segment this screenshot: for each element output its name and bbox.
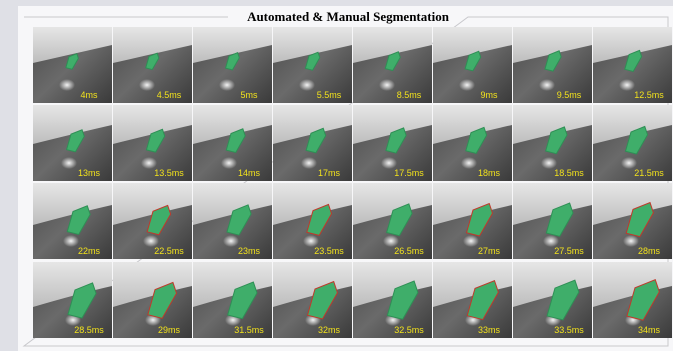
frame: 17.5ms xyxy=(353,105,432,181)
frame-time-label: 13ms xyxy=(78,168,101,178)
frame-time-label: 21.5ms xyxy=(634,168,664,178)
frame: 22.5ms xyxy=(113,183,192,259)
frame-time-label: 33ms xyxy=(478,325,501,335)
frame-glow xyxy=(221,157,237,169)
frame: 23.5ms xyxy=(273,183,352,259)
page: {"figure": {"title": "Automated & Manual… xyxy=(0,0,673,351)
figure: Automated & Manual Segmentation 4ms 4.5ms… xyxy=(0,0,673,351)
frame: 32ms xyxy=(273,262,352,338)
frame-glow xyxy=(459,79,475,91)
frame: 28ms xyxy=(593,183,672,259)
frame: 23ms xyxy=(193,183,272,259)
frame-time-label: 29ms xyxy=(158,325,181,335)
frame-time-label: 9ms xyxy=(480,90,498,100)
frame-time-label: 27.5ms xyxy=(554,246,584,256)
frame-time-label: 28.5ms xyxy=(74,325,104,335)
frame-glow xyxy=(63,235,79,247)
frame-time-label: 22ms xyxy=(78,246,101,256)
frame-time-label: 32.5ms xyxy=(394,325,424,335)
frame: 13.5ms xyxy=(113,105,192,181)
frame-glow xyxy=(59,79,75,91)
frame: 14ms xyxy=(193,105,272,181)
frame-glow xyxy=(379,79,395,91)
frame-glow xyxy=(461,157,477,169)
frame-glow xyxy=(623,235,639,247)
frame: 8.5ms xyxy=(353,27,432,103)
frame-time-label: 5ms xyxy=(240,90,258,100)
frame-time-label: 9.5ms xyxy=(557,90,582,100)
frame-time-label: 22.5ms xyxy=(154,246,184,256)
frame: 22ms xyxy=(33,183,112,259)
frame: 27ms xyxy=(433,183,512,259)
frame-glow xyxy=(61,157,77,169)
frame: 9.5ms xyxy=(513,27,592,103)
frame-time-label: 18.5ms xyxy=(554,168,584,178)
frame: 28.5ms xyxy=(33,262,112,338)
frame: 13ms xyxy=(33,105,112,181)
frame: 33.5ms xyxy=(513,262,592,338)
frame: 18ms xyxy=(433,105,512,181)
frame: 27.5ms xyxy=(513,183,592,259)
frame: 21.5ms xyxy=(593,105,672,181)
frame-time-label: 17ms xyxy=(318,168,341,178)
frame: 32.5ms xyxy=(353,262,432,338)
frame: 26.5ms xyxy=(353,183,432,259)
frame-time-label: 31.5ms xyxy=(234,325,264,335)
frame-time-label: 14ms xyxy=(238,168,261,178)
frame: 34ms xyxy=(593,262,672,338)
frame: 4.5ms xyxy=(113,27,192,103)
figure-title: Automated & Manual Segmentation xyxy=(247,9,450,24)
frame-time-label: 26.5ms xyxy=(394,246,424,256)
frame: 9ms xyxy=(433,27,512,103)
frame-time-label: 23ms xyxy=(238,246,261,256)
frame-time-label: 4ms xyxy=(80,90,98,100)
frame-glow xyxy=(299,79,315,91)
frame: 29ms xyxy=(113,262,192,338)
frame-glow xyxy=(463,235,479,247)
frame-time-label: 12.5ms xyxy=(634,90,664,100)
frame-time-label: 5.5ms xyxy=(317,90,342,100)
frame-glow xyxy=(301,157,317,169)
frame-time-label: 17.5ms xyxy=(394,168,424,178)
frame: 33ms xyxy=(433,262,512,338)
frame-glow xyxy=(219,79,235,91)
frame-time-label: 4.5ms xyxy=(157,90,182,100)
frame: 4ms xyxy=(33,27,112,103)
frame-time-label: 23.5ms xyxy=(314,246,344,256)
frame-time-label: 8.5ms xyxy=(397,90,422,100)
frame-glow xyxy=(619,79,635,91)
frame-time-label: 33.5ms xyxy=(554,325,584,335)
frame-glow xyxy=(223,235,239,247)
frame-time-label: 13.5ms xyxy=(154,168,184,178)
frame-glow xyxy=(139,79,155,91)
frame-time-label: 34ms xyxy=(638,325,661,335)
frame: 18.5ms xyxy=(513,105,592,181)
frame: 5ms xyxy=(193,27,272,103)
frame-glow xyxy=(539,79,555,91)
frame: 31.5ms xyxy=(193,262,272,338)
frame: 5.5ms xyxy=(273,27,352,103)
frame: 17ms xyxy=(273,105,352,181)
frame: 12.5ms xyxy=(593,27,672,103)
frame-time-label: 27ms xyxy=(478,246,501,256)
frame-time-label: 28ms xyxy=(638,246,661,256)
frame-time-label: 18ms xyxy=(478,168,501,178)
frame-time-label: 32ms xyxy=(318,325,341,335)
